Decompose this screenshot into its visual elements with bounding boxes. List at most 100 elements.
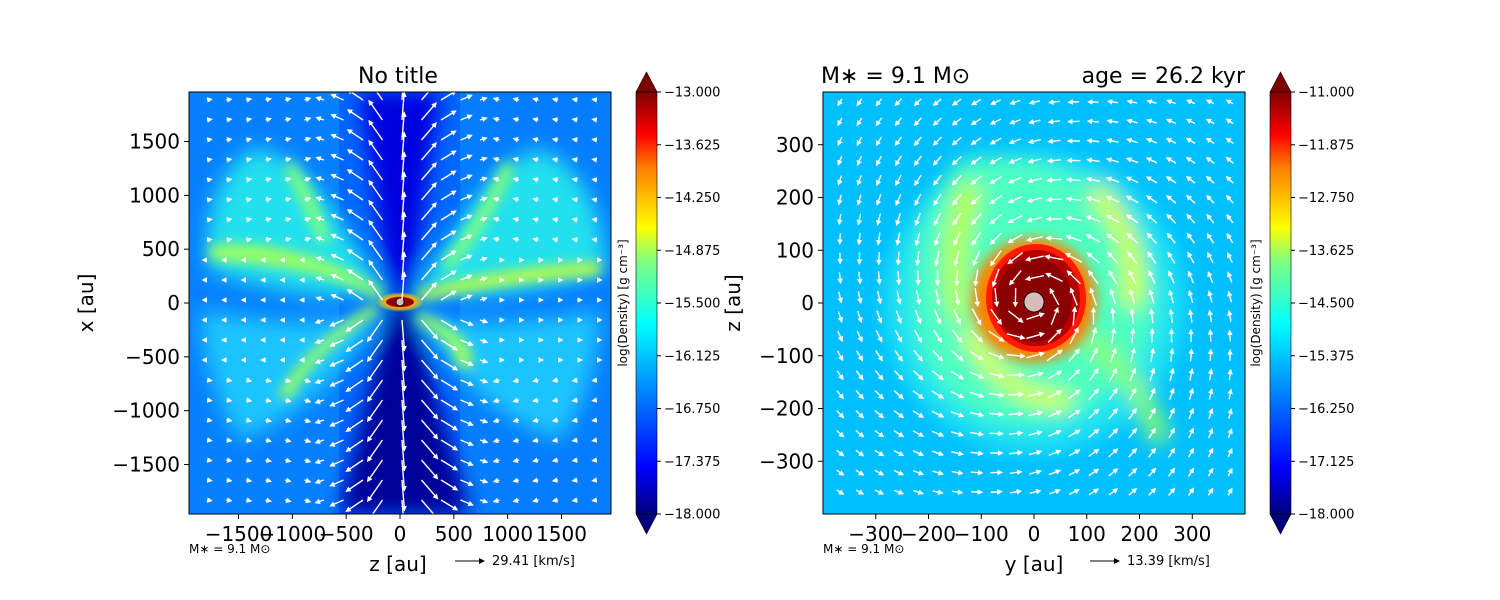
right-velocity-arrow xyxy=(1067,389,1081,400)
right-velocity-arrow xyxy=(1185,194,1196,204)
right-title-mass: M∗ = 9.1 M⊙ xyxy=(821,64,970,89)
right-velocity-arrow xyxy=(1044,254,1064,261)
left-velocity-arrow xyxy=(440,110,457,121)
right-velocity-arrow xyxy=(837,175,843,186)
left-velocity-arrow xyxy=(532,157,539,163)
left-velocity-arrow xyxy=(512,96,520,103)
right-velocity-arrow xyxy=(1185,137,1196,144)
right-velocity-arrow xyxy=(969,371,985,379)
right-velocity-arrow xyxy=(974,288,981,308)
right-velocity-arrow xyxy=(1148,427,1156,439)
right-velocity-arrow xyxy=(1028,119,1041,125)
right-velocity-arrow xyxy=(875,136,883,147)
left-velocity-arrow xyxy=(245,417,253,423)
left-xtick-label: 1000 xyxy=(482,522,533,546)
left-velocity-arrow xyxy=(366,419,384,443)
left-velocity-arrow xyxy=(345,439,364,452)
right-velocity-arrow xyxy=(1025,236,1043,243)
right-velocity-arrow xyxy=(969,391,985,399)
right-velocity-arrow xyxy=(1207,467,1214,477)
left-velocity-arrow xyxy=(245,217,253,223)
right-velocity-arrow xyxy=(836,449,845,457)
right-velocity-arrow xyxy=(912,470,925,476)
right-velocity-arrow xyxy=(951,469,964,476)
left-velocity-arrow xyxy=(479,438,489,444)
left-velocity-key: 29.41 [km/s] xyxy=(492,554,575,569)
right-colorbar: −11.000 −11.875 −12.750 −13.625 −14.500 −15.3… xyxy=(1249,71,1354,535)
right-velocity-arrow xyxy=(915,270,921,286)
right-velocity-arrow xyxy=(1105,214,1120,224)
right-velocity-arrow xyxy=(1009,449,1024,456)
right-velocity-arrow xyxy=(1046,349,1064,362)
left-velocity-arrow xyxy=(304,397,312,404)
right-velocity-arrow xyxy=(912,450,925,457)
left-velocity-arrow xyxy=(440,210,457,221)
left-velocity-arrow xyxy=(420,202,437,221)
right-velocity-arrow xyxy=(1090,327,1098,344)
right-velocity-arrow xyxy=(912,410,925,418)
left-velocity-arrow xyxy=(460,419,474,426)
left-velocity-arrow xyxy=(226,217,233,223)
left-velocity-arrow xyxy=(304,457,312,464)
right-velocity-arrow xyxy=(1148,467,1157,477)
right-velocity-arrow xyxy=(1205,175,1215,184)
left-velocity-arrow xyxy=(532,237,539,243)
left-velocity-arrow xyxy=(368,119,384,141)
left-velocity-arrow xyxy=(512,236,520,243)
right-velocity-arrow xyxy=(1128,447,1138,458)
right-velocity-arrow xyxy=(1045,272,1063,283)
right-velocity-arrow xyxy=(1205,156,1215,164)
right-velocity-arrow xyxy=(1129,327,1136,344)
right-velocity-arrow xyxy=(1227,309,1233,322)
right-velocity-arrow xyxy=(1010,489,1023,495)
left-velocity-arrow xyxy=(226,397,233,403)
left-velocity-arrow xyxy=(551,377,559,383)
left-velocity-arrow xyxy=(226,497,233,503)
left-velocity-arrow xyxy=(591,417,598,423)
left-velocity-arrow xyxy=(304,477,312,484)
right-colorbar-extend-max xyxy=(1269,71,1292,93)
right-velocity-arrow xyxy=(893,430,905,438)
right-velocity-arrow xyxy=(1186,232,1195,244)
left-velocity-arrow xyxy=(479,196,488,202)
right-velocity-arrow xyxy=(1067,368,1081,381)
left-velocity-arrow xyxy=(401,379,407,412)
left-ytick-label: −1000 xyxy=(112,399,180,423)
left-velocity-arrow xyxy=(284,96,292,103)
left-velocity-arrow xyxy=(571,497,578,503)
right-velocity-arrow xyxy=(837,272,843,285)
right-velocity-arrow xyxy=(989,213,1003,225)
right-velocity-arrow xyxy=(951,489,964,495)
right-velocity-arrow xyxy=(1008,430,1024,437)
left-velocity-arrow xyxy=(330,153,344,161)
right-velocity-arrow xyxy=(874,469,885,476)
right-velocity-arrow xyxy=(1026,216,1043,223)
left-velocity-arrow xyxy=(551,397,559,403)
left-velocity-arrow xyxy=(591,437,598,443)
right-velocity-arrow xyxy=(1148,308,1155,324)
right-colorbar-tick-label: −11.875 xyxy=(1298,138,1354,153)
left-velocity-arrow xyxy=(315,236,325,242)
left-velocity-arrow xyxy=(479,256,488,262)
right-velocity-arrow xyxy=(1087,270,1099,285)
right-velocity-arrow xyxy=(1145,157,1158,164)
right-velocity-arrow xyxy=(1125,214,1139,224)
right-velocity-arrow xyxy=(912,430,925,437)
left-velocity-arrow xyxy=(376,92,384,101)
right-velocity-arrow xyxy=(1227,252,1233,263)
right-velocity-arrow xyxy=(1049,287,1060,306)
right-velocity-arrow xyxy=(969,350,985,361)
left-xtick-label: −500 xyxy=(319,522,374,546)
left-velocity-arrow xyxy=(368,279,384,301)
left-velocity-arrow xyxy=(460,479,474,486)
right-velocity-arrow xyxy=(1088,388,1100,401)
left-velocity-arrow xyxy=(460,379,474,386)
left-velocity-arrow xyxy=(330,253,344,261)
left-velocity-arrow xyxy=(206,197,213,203)
right-velocity-arrow xyxy=(973,269,979,287)
left-ylabel: x [au] xyxy=(74,274,98,333)
right-velocity-arrow xyxy=(1089,287,1098,306)
left-velocity-arrow xyxy=(265,457,272,463)
left-velocity-arrow xyxy=(346,289,364,301)
left-velocity-arrow xyxy=(346,169,364,181)
